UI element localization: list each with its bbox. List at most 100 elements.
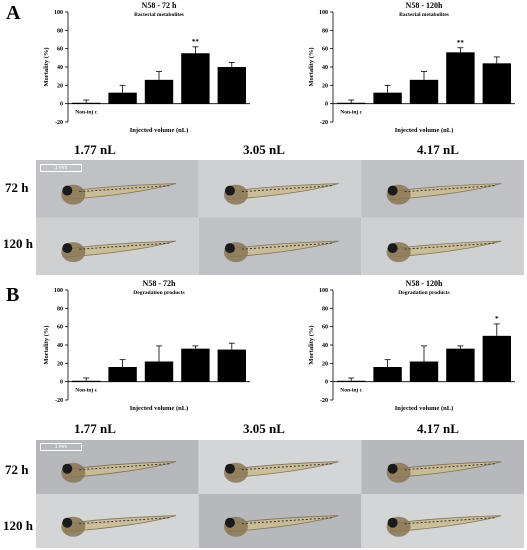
bar — [409, 361, 439, 382]
x-axis-label: Injected volume (nL) — [130, 127, 189, 134]
larva-body — [390, 515, 502, 533]
x-tick-label: Non-inj c — [75, 110, 97, 116]
larva-pigment — [79, 185, 170, 193]
y-axis-label: Mortality (%) — [43, 47, 50, 86]
larva-body — [64, 183, 176, 201]
x-axis-label: Injected volume (nL) — [130, 405, 189, 412]
y-tick-label: 20 — [57, 83, 63, 89]
bar — [108, 92, 137, 104]
scale-bar-label: 1 mm — [54, 165, 68, 171]
bar — [144, 79, 174, 104]
significance-mark: ** — [457, 39, 465, 47]
y-tick-label: 100 — [319, 288, 328, 294]
larva-pigment — [79, 242, 170, 250]
larva-pigment — [241, 517, 333, 525]
y-tick-label: 60 — [57, 47, 63, 53]
chart-b-120h: N58 - 120h Degradation products 100 80 60 40 2… — [285, 278, 525, 418]
larva-pigment — [404, 185, 495, 193]
row-label-120h: 120 h — [3, 236, 33, 251]
bar — [108, 367, 137, 382]
larva-pigment — [404, 463, 495, 471]
larvae-photo-grid-a — [36, 160, 524, 275]
bar — [373, 367, 402, 382]
larva-pigment — [241, 463, 333, 471]
larvae-photos-svg — [36, 160, 524, 275]
y-tick-label: 40 — [57, 343, 63, 349]
chart-title: N58 - 72h — [143, 279, 176, 288]
y-tick-label: -20 — [320, 120, 328, 126]
row-label-72h: 72 h — [5, 180, 29, 195]
chart-subtitle: Bacterial metabolites — [134, 12, 184, 18]
bar-chart-svg: N58 - 120h Bacterial metabolites 100 80 60 40… — [308, 1, 515, 134]
chart-subtitle: Degradation products — [398, 290, 449, 296]
x-tick-label: 0.074 — [116, 110, 129, 116]
x-tick-label: 3.05 — [191, 110, 201, 116]
row-label-120h: 120 h — [3, 518, 33, 533]
chart-a-120h: N58 - 120h Bacterial metabolites 100 80 60 40… — [285, 0, 525, 140]
y-tick-label: 20 — [57, 361, 63, 367]
y-tick-label: -20 — [55, 398, 63, 404]
larva-eye — [224, 185, 235, 196]
larva-eye — [387, 185, 398, 196]
larva-body — [64, 515, 176, 533]
x-tick-label: 0.074 — [381, 388, 394, 394]
chart-subtitle: Bacterial metabolites — [399, 12, 449, 18]
larva-body — [390, 461, 502, 479]
concentration-label: 3.05 nL — [243, 142, 285, 157]
larva-pigment — [79, 517, 170, 525]
larva-body — [64, 461, 176, 479]
bar-chart-svg: N58 - 120h Degradation products 100 80 60 40 2… — [308, 279, 515, 412]
larvae-photo-grid-b — [36, 440, 524, 548]
y-tick-label: 60 — [322, 47, 328, 53]
bar — [181, 53, 210, 104]
scale-bar: 1 mm — [40, 443, 82, 451]
larva-body — [390, 183, 502, 201]
y-tick-label: 80 — [322, 28, 328, 34]
larva-eye — [224, 463, 235, 474]
bar — [337, 380, 366, 382]
y-tick-label: -20 — [320, 398, 328, 404]
y-tick-label: 60 — [57, 325, 63, 331]
concentration-label: 4.17 nL — [417, 421, 459, 436]
concentration-label: 1.77 nL — [74, 142, 116, 157]
bar — [446, 348, 475, 382]
y-tick-label: 60 — [322, 325, 328, 331]
x-tick-label: 1.77 — [154, 110, 164, 116]
y-tick-label: 100 — [54, 288, 63, 294]
x-axis-label: Injected volume (nL) — [395, 405, 454, 412]
y-tick-label: 100 — [54, 10, 63, 16]
y-tick-label: 20 — [322, 83, 328, 89]
larva-eye — [62, 185, 73, 196]
larva-eye — [387, 517, 398, 528]
y-tick-label: 40 — [322, 65, 328, 71]
bar — [181, 348, 210, 382]
x-tick-label: 0.074 — [381, 110, 394, 116]
bar — [217, 67, 246, 104]
row-label-72h: 72 h — [5, 462, 29, 477]
y-tick-label: 80 — [57, 28, 63, 34]
larva-body — [227, 461, 339, 479]
y-tick-label: 0 — [325, 102, 328, 108]
larvae-photos-svg — [36, 440, 524, 548]
chart-subtitle: Degradation products — [133, 290, 184, 296]
larva-eye — [62, 463, 73, 474]
bar — [72, 102, 101, 104]
y-tick-label: 80 — [322, 306, 328, 312]
bar — [373, 92, 402, 104]
chart-title: N58 - 120h — [406, 279, 443, 288]
bar — [446, 52, 475, 104]
bar — [72, 380, 101, 382]
concentration-label: 4.17 nL — [417, 142, 459, 157]
larva-pigment — [79, 463, 170, 471]
y-axis-label: Mortality (%) — [43, 325, 50, 364]
concentration-label: 3.05 nL — [243, 421, 285, 436]
y-axis-label: Mortality (%) — [308, 47, 315, 86]
bar — [482, 63, 511, 104]
larva-body — [227, 183, 339, 201]
scale-bar: 1 mm — [40, 164, 82, 172]
larva-body — [227, 240, 339, 258]
scale-bar-label: 1 mm — [54, 444, 68, 450]
bar — [337, 102, 366, 104]
larva-eye — [387, 463, 398, 474]
